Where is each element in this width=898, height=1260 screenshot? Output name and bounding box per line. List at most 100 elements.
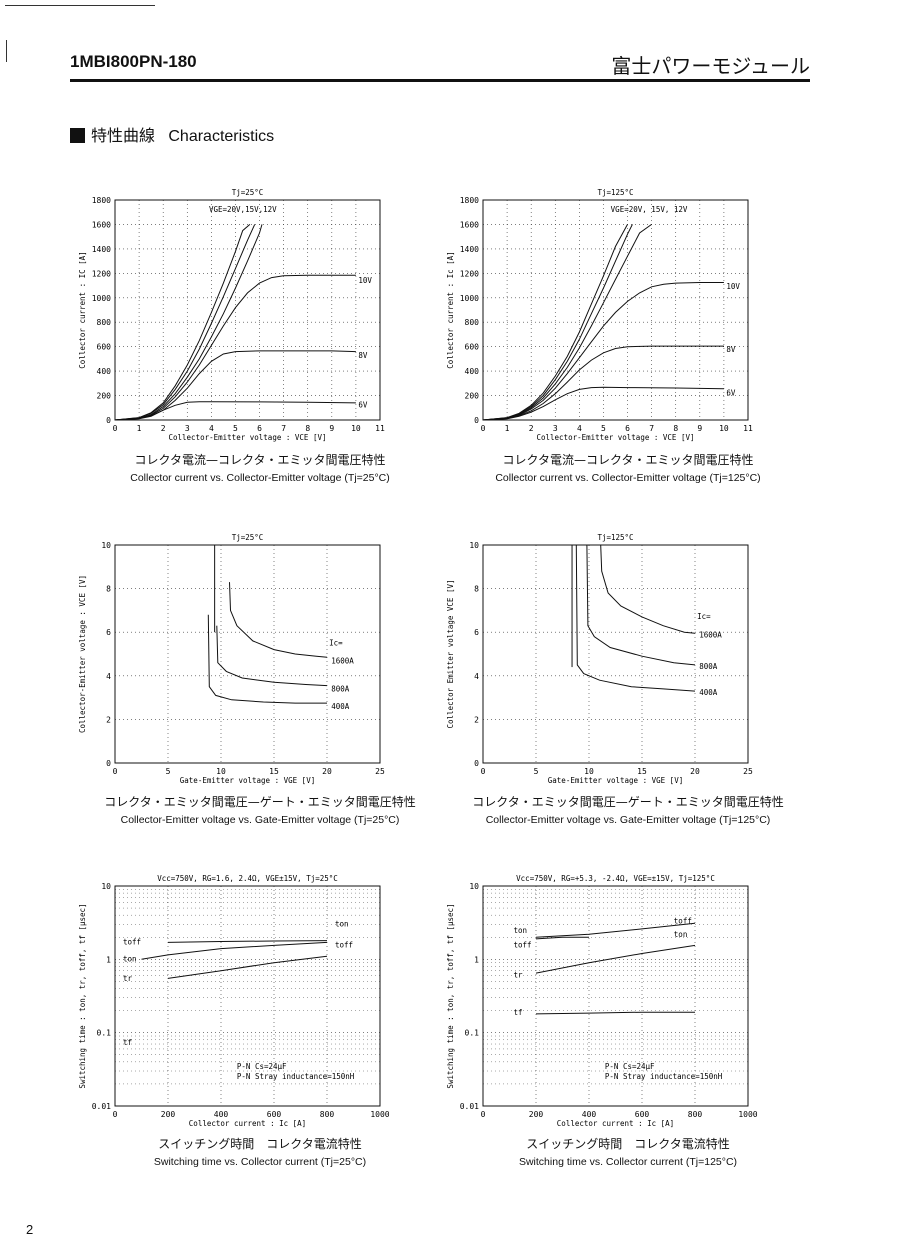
y-tick-label: 2: [474, 715, 479, 724]
series-line-tr: [167, 955, 328, 979]
gate-voltage-annotation: VGE=20V,15V,12V: [209, 205, 277, 214]
series-label-left: toff: [513, 940, 531, 949]
test-condition-note: P-N Stray inductance=150nH: [237, 1072, 355, 1081]
series-label-right: toff: [674, 916, 692, 925]
grid-lines: [114, 199, 381, 421]
chart-panel-5: 10 1 0.1 0.01 0 200 400 600 800 1000 Vcc=750V, RG=…: [60, 868, 460, 1193]
x-tick-label: 800: [688, 1110, 703, 1119]
y-tick-label: 600: [97, 343, 112, 352]
y-tick-label: 8: [106, 585, 111, 594]
y-tick-label: 8: [474, 585, 479, 594]
chart-title: Tj=125°C: [597, 188, 633, 197]
series-label: 8V: [726, 345, 736, 354]
chart-panel-4: 0 2 4 6 8 10 0 5 10 15 20 25 Tj=125°C Gate-Emitter vo…: [428, 527, 828, 852]
y-tick-label: 1000: [92, 294, 111, 303]
x-tick-label: 7: [649, 424, 654, 433]
series-label-left: ton: [123, 955, 137, 964]
y-tick-label: 1800: [460, 196, 479, 205]
y-tick-label: 1400: [460, 245, 479, 254]
series-line-15v: [114, 224, 256, 421]
plot-frame: [482, 199, 749, 421]
caption-en: Collector current vs. Collector-Emitter …: [130, 472, 390, 484]
chart-title: Vcc=750V, RG=+5.3, -2.4Ω, VGE=±15V, Tj=1…: [516, 874, 715, 883]
y-tick-label: 6: [474, 628, 479, 637]
test-condition-note: P-N Stray inductance=150nH: [605, 1072, 723, 1081]
series-line-toff: [535, 922, 696, 938]
chart-panel-1: 0 200 400 600 800 1000 1200 1400 1600 1800 0 1 2 3 4 5 6…: [60, 182, 460, 507]
y-axis-label: Collector Emitter voltage VCE [V]: [446, 579, 455, 728]
x-tick-label: 9: [697, 424, 702, 433]
caption-jp: コレクタ・エミッタ間電圧—ゲート・エミッタ間電圧特性: [472, 795, 784, 809]
y-tick-label: 0.01: [92, 1102, 111, 1111]
x-tick-label: 6: [625, 424, 630, 433]
y-axis-label: Switching time : ton, tr, toff, tf [μsec…: [78, 903, 87, 1088]
x-tick-label: 11: [375, 424, 385, 433]
x-tick-label: 0: [481, 1110, 486, 1119]
x-tick-label: 1: [505, 424, 510, 433]
x-tick-label: 10: [351, 424, 361, 433]
series-title: 富士パワーモジュール: [611, 54, 810, 78]
x-tick-label: 600: [635, 1110, 650, 1119]
series-line-1600a: [229, 582, 328, 658]
y-tick-label: 400: [97, 367, 112, 376]
gate-voltage-annotation: VGE=20V, 15V, 12V: [611, 205, 688, 214]
x-tick-label: 10: [719, 424, 729, 433]
series-label: 6V: [358, 401, 368, 410]
chart-title: Tj=25°C: [232, 533, 264, 542]
x-tick-label: 600: [267, 1110, 282, 1119]
x-tick-label: 5: [601, 424, 606, 433]
section-title-en: Characteristics: [168, 128, 275, 145]
series-line-ton: [167, 940, 328, 943]
caption-jp: スイッチング時間 コレクタ電流特性: [158, 1137, 362, 1151]
series-label: 1600A: [699, 630, 722, 639]
series-label-left: tf: [513, 1008, 522, 1017]
x-tick-label: 0: [113, 767, 118, 776]
y-tick-label: 0: [106, 759, 111, 768]
y-tick-label: 800: [465, 318, 480, 327]
series-line-ton: [535, 936, 589, 940]
y-tick-label: 1200: [92, 269, 111, 278]
x-tick-label: 5: [233, 424, 238, 433]
x-tick-label: 15: [637, 767, 647, 776]
x-tick-label: 8: [673, 424, 678, 433]
series-line-8v: [482, 345, 724, 421]
y-tick-label: 0: [106, 416, 111, 425]
plot-frame: [114, 199, 381, 421]
x-tick-label: 0: [481, 424, 486, 433]
plot-frame: [114, 544, 381, 764]
caption-en: Collector current vs. Collector-Emitter …: [495, 472, 761, 484]
series-line-800a: [586, 544, 696, 666]
caption-en: Switching time vs. Collector current (Tj…: [153, 1156, 367, 1168]
x-axis-label: Collector current : Ic [A]: [189, 1119, 306, 1128]
y-axis-label: Collector current : Ic [A]: [446, 251, 455, 368]
series-line-15v: [482, 224, 633, 421]
plot-frame: [114, 885, 381, 1107]
series-label: 1600A: [331, 656, 354, 665]
chart-title: Vcc=750V, RG=1.6, 2.4Ω, VGE±15V, Tj=25°C: [157, 874, 338, 883]
x-tick-label: 10: [216, 767, 226, 776]
x-tick-label: 20: [690, 767, 700, 776]
y-tick-label: 4: [474, 672, 479, 681]
series-line-8v: [114, 350, 356, 421]
y-tick-label: 200: [97, 392, 112, 401]
chart-switching-125c: 10 1 0.1 0.010 200 400 600 800 1000 Vcc=750V, RG=…: [446, 874, 758, 1128]
x-axis-label: Gate-Emitter voltage : VGE [V]: [180, 776, 315, 785]
y-tick-label: 0: [474, 759, 479, 768]
y-axis-label: Switching time : ton, tr, toff, tf [μsec…: [446, 903, 455, 1088]
series-line-400a: [575, 544, 696, 692]
series-label-left: tr: [513, 971, 523, 980]
grid-lines: [114, 544, 381, 764]
x-tick-label: 7: [281, 424, 286, 433]
y-tick-label: 2: [106, 715, 111, 724]
x-tick-label: 0: [113, 424, 118, 433]
series-line-1600a: [600, 544, 696, 634]
y-tick-label: 0.01: [460, 1102, 479, 1111]
grid-lines: [482, 544, 749, 764]
series-label: 6V: [726, 388, 736, 397]
x-tick-label: 400: [214, 1110, 229, 1119]
x-tick-label: 400: [582, 1110, 597, 1119]
section-heading: 特性曲線 Characteristics: [70, 122, 274, 146]
x-tick-label: 11: [743, 424, 753, 433]
y-axis-label: Collector current : IC [A]: [78, 251, 87, 368]
caption-en: Switching time vs. Collector current (Tj…: [518, 1156, 738, 1168]
